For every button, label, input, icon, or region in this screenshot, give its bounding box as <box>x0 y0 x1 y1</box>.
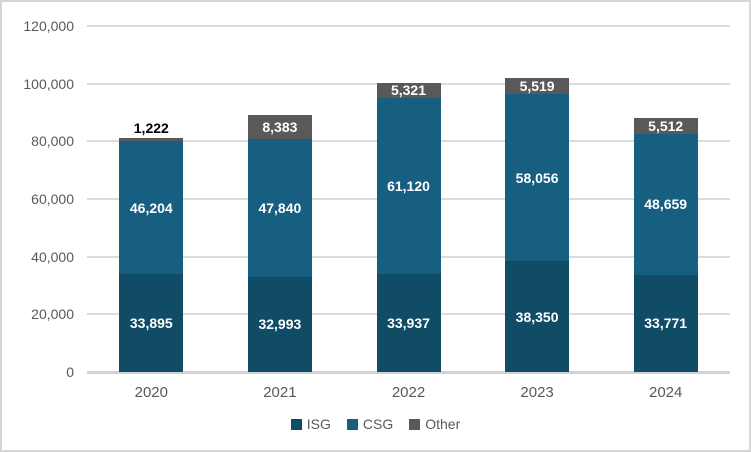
x-axis-label-2020: 2020 <box>134 384 168 401</box>
bar-segment-other-2021 <box>247 114 312 139</box>
x-axis-label-2021: 2021 <box>263 384 297 401</box>
bar-segment-csg-2023 <box>505 94 570 262</box>
data-label-csg-2021: 47,840 <box>258 199 302 216</box>
legend-label-isg: ISG <box>306 416 331 432</box>
data-label-other-2023: 5,519 <box>519 78 555 95</box>
data-label-other-2020: 1,222 <box>133 119 169 136</box>
bar-segment-other-2020 <box>119 137 184 142</box>
legend-item-csg: CSG <box>346 416 394 432</box>
y-axis-tick-label: 100,000 <box>23 75 74 92</box>
bar-segment-csg-2020 <box>119 141 184 275</box>
data-label-other-2022: 5,321 <box>390 82 427 99</box>
x-axis-label-2023: 2023 <box>520 384 554 401</box>
y-axis-tick-label: 40,000 <box>31 248 74 265</box>
data-label-isg-2021: 32,993 <box>258 316 302 333</box>
data-label-isg-2023: 38,350 <box>515 308 559 325</box>
y-axis-tick-label: 0 <box>66 364 74 380</box>
data-label-isg-2020: 33,895 <box>129 315 173 332</box>
x-axis-label-2024: 2024 <box>649 384 683 401</box>
bar-segment-isg-2023 <box>505 261 570 372</box>
x-axis-label-2022: 2022 <box>391 384 426 401</box>
x-axis-line <box>87 371 730 374</box>
gridline <box>87 25 730 27</box>
data-label-isg-2022: 33,937 <box>387 315 430 332</box>
data-label-csg-2022: 61,120 <box>387 178 430 195</box>
bar-segment-other-2022 <box>376 82 441 98</box>
legend-label-csg: CSG <box>362 416 394 432</box>
bar-segment-isg-2021 <box>247 276 312 372</box>
bar-segment-csg-2021 <box>247 138 312 277</box>
bar-segment-isg-2020 <box>119 274 184 372</box>
data-label-isg-2024: 33,771 <box>644 315 688 332</box>
legend-marker-other <box>409 418 421 430</box>
y-axis-tick-label: 80,000 <box>31 133 74 150</box>
bar-segment-other-2024 <box>633 118 698 135</box>
data-label-csg-2023: 58,056 <box>515 169 559 186</box>
bar-segment-isg-2022 <box>376 274 441 372</box>
y-axis-tick-label: 120,000 <box>23 18 74 34</box>
legend-item-other: Other <box>409 416 460 432</box>
bar-segment-isg-2024 <box>633 274 698 372</box>
y-axis-tick-label: 20,000 <box>31 306 74 323</box>
data-label-other-2021: 8,383 <box>262 118 298 135</box>
legend-marker-isg <box>290 418 302 430</box>
bar-segment-csg-2022 <box>376 97 441 275</box>
bar-segment-other-2023 <box>505 78 570 95</box>
y-axis-tick-label: 60,000 <box>31 191 74 207</box>
bar-segment-csg-2024 <box>633 134 698 275</box>
data-label-csg-2020: 46,204 <box>129 199 173 216</box>
data-label-csg-2024: 48,659 <box>644 196 688 213</box>
legend-item-isg: ISG <box>290 416 331 432</box>
legend: ISG CSG Other <box>2 416 749 432</box>
legend-label-other: Other <box>425 416 461 432</box>
legend-marker-csg <box>346 418 358 430</box>
data-label-other-2024: 5,512 <box>648 118 684 135</box>
